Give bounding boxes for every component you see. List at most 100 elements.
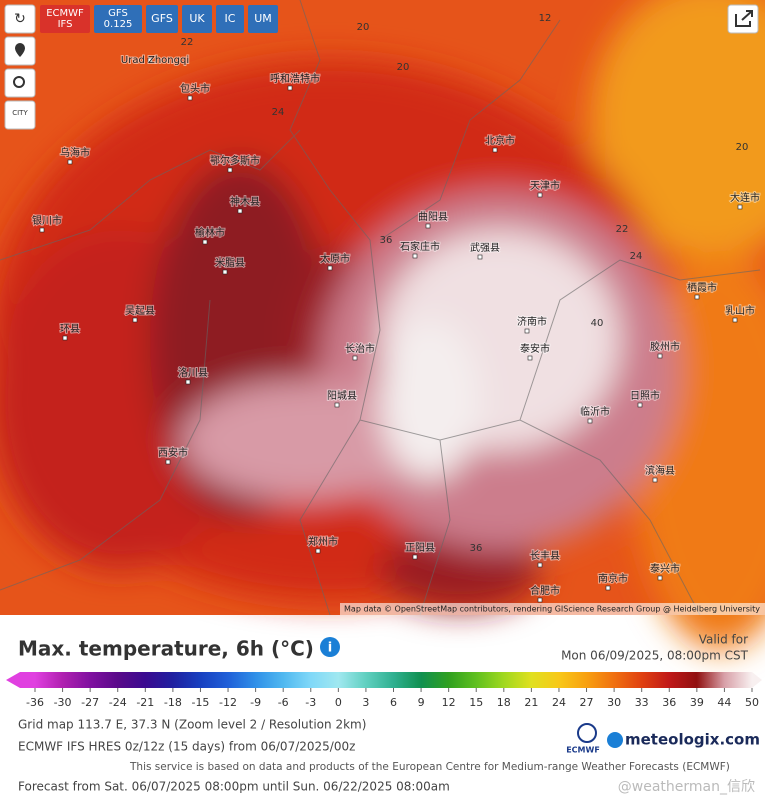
colorbar-tick-label: 9 <box>418 696 425 709</box>
model-label: UM <box>254 12 272 25</box>
meteologix-icon <box>607 732 623 748</box>
city-dot <box>165 459 171 465</box>
model-button[interactable] <box>40 5 90 33</box>
service-info: This service is based on data and produc… <box>129 761 730 773</box>
colorbar-tick-label: 3 <box>362 696 369 709</box>
city-dot <box>537 192 543 198</box>
colorbar-tick-label: -12 <box>219 696 237 709</box>
city-label: 泰安市 <box>520 342 550 355</box>
city-label: 长丰县 <box>530 549 560 562</box>
city-dot <box>327 265 333 271</box>
city-dot <box>132 317 138 323</box>
city-dot <box>185 379 191 385</box>
city-dot <box>605 585 611 591</box>
city-dot <box>524 328 530 334</box>
colorbar-tick-label: 15 <box>469 696 483 709</box>
colorbar-tick-label: 30 <box>607 696 621 709</box>
city-label: 胶州市 <box>650 340 680 353</box>
forecast-info: Forecast from Sat. 06/07/2025 08:00pm un… <box>18 780 450 794</box>
valid-time: Mon 06/09/2025, 08:00pm CST <box>561 649 749 663</box>
city-dot <box>202 239 208 245</box>
colorbar-tick-label: 24 <box>552 696 566 709</box>
city-label: 郑州市 <box>308 535 338 548</box>
colorbar-ticks: -36 -30 -27 -24 -21 -18 -15 -12 -9 -6 -3 0 3 6 9 12 15 18… <box>26 688 759 709</box>
city-dot <box>352 355 358 361</box>
info-icon: i <box>328 641 332 656</box>
city-label: 临沂市 <box>580 405 610 418</box>
model-label: IFS <box>58 19 73 30</box>
city-dot <box>657 575 663 581</box>
city-button[interactable] <box>4 100 36 130</box>
model-button[interactable] <box>248 5 278 33</box>
city-label: 呼和浩特市 <box>270 72 320 85</box>
city-dot <box>732 317 738 323</box>
info-button[interactable] <box>320 637 340 657</box>
colorbar-tick-label: 44 <box>717 696 731 709</box>
colorbar-tick-label: -21 <box>136 696 154 709</box>
watermark: @weatherman_信欣 <box>618 779 755 795</box>
city-dot <box>39 227 45 233</box>
valid-label: Valid for <box>699 633 748 647</box>
city-dot <box>222 269 228 275</box>
colorbar-tick-label: 0 <box>335 696 342 709</box>
legend-title: Max. temperature, 6h (°C) <box>18 637 314 661</box>
colorbar <box>20 672 752 688</box>
colorbar-left-arrow <box>6 672 20 688</box>
model-button[interactable] <box>216 5 244 33</box>
colorbar-tick-label: -30 <box>54 696 72 709</box>
colorbar-tick-label: -18 <box>164 696 182 709</box>
colorbar-tick-label: 27 <box>580 696 594 709</box>
model-button[interactable] <box>182 5 212 33</box>
colorbar-tick-label: -3 <box>305 696 316 709</box>
contour-label: 22 <box>181 37 194 48</box>
model-button[interactable] <box>94 5 142 33</box>
model-label: IC <box>225 12 236 25</box>
city-dot <box>527 355 533 361</box>
city-label: 泰兴市 <box>650 562 680 575</box>
ecmwf-logo: ECMWF <box>566 746 600 755</box>
colorbar-tick-label: -24 <box>109 696 127 709</box>
grid-info: Grid map 113.7 E, 37.3 N (Zoom level 2 /… <box>18 718 366 732</box>
city-dot <box>737 204 743 210</box>
city-dot <box>652 477 658 483</box>
contour-label: 24 <box>630 251 643 262</box>
model-button[interactable] <box>146 5 178 33</box>
city-label: 武强县 <box>470 241 500 254</box>
city-dot <box>412 554 418 560</box>
city-label: 环县 <box>60 323 80 335</box>
city-label: 大连市 <box>730 191 760 204</box>
city-dot <box>537 597 543 603</box>
city-label: 乳山市 <box>725 304 755 317</box>
zoom-icon <box>13 76 25 88</box>
contour-label: 36 <box>380 235 393 246</box>
contour-label: 20 <box>357 22 370 33</box>
city-dot <box>287 85 293 91</box>
city-label: Urad Zhongqi <box>121 55 189 66</box>
boundaries <box>0 0 761 616</box>
contour-label: 22 <box>616 224 629 235</box>
model-info: ECMWF IFS HRES 0z/12z (15 days) from 06/… <box>18 740 355 754</box>
city-label: 阳城县 <box>327 390 357 402</box>
model-label: ECMWF <box>46 8 84 19</box>
colorbar-tick-label: -36 <box>26 696 44 709</box>
city-label: 济南市 <box>517 315 547 328</box>
colorbar-tick-label: 36 <box>662 696 676 709</box>
colorbar-tick-label: 6 <box>390 696 397 709</box>
reload-button[interactable] <box>4 4 36 34</box>
city-label: 天津市 <box>530 179 560 192</box>
city-dot <box>334 402 340 408</box>
city-label: 西安市 <box>158 446 188 459</box>
zoom-button[interactable] <box>4 68 36 98</box>
city-label: 乌海市 <box>60 146 90 159</box>
contour-label: 24 <box>272 107 285 118</box>
city-dot <box>492 147 498 153</box>
contour-label: 40 <box>591 318 604 329</box>
contour-label: 20 <box>736 142 749 153</box>
city-label: 滨海县 <box>645 464 675 477</box>
city-label: 曲阳县 <box>418 211 448 223</box>
city-label: 日照市 <box>630 389 660 402</box>
city-dot <box>147 57 153 63</box>
